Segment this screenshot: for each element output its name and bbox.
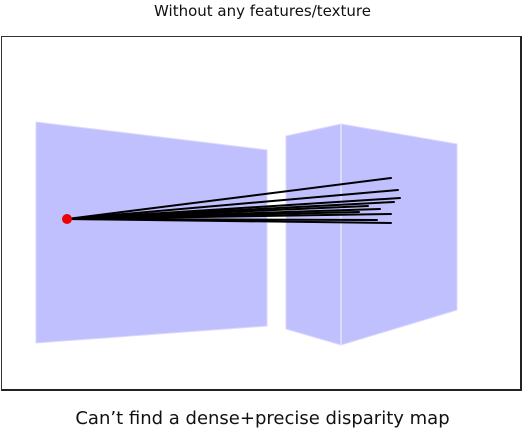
diagram-title: Without any features/texture	[154, 2, 371, 20]
box-right-face	[340, 123, 458, 346]
scene-canvas	[35, 121, 458, 346]
diagram-caption: Can’t find a dense+precise disparity map	[75, 408, 450, 429]
origin-point	[62, 214, 72, 224]
scene-frame	[1, 36, 522, 391]
ray-fan	[66, 177, 401, 224]
ray	[66, 218, 392, 224]
ray	[66, 213, 392, 220]
ray	[66, 189, 399, 220]
ray	[66, 177, 392, 220]
left-plane	[35, 121, 268, 344]
box-left-face	[285, 123, 342, 346]
